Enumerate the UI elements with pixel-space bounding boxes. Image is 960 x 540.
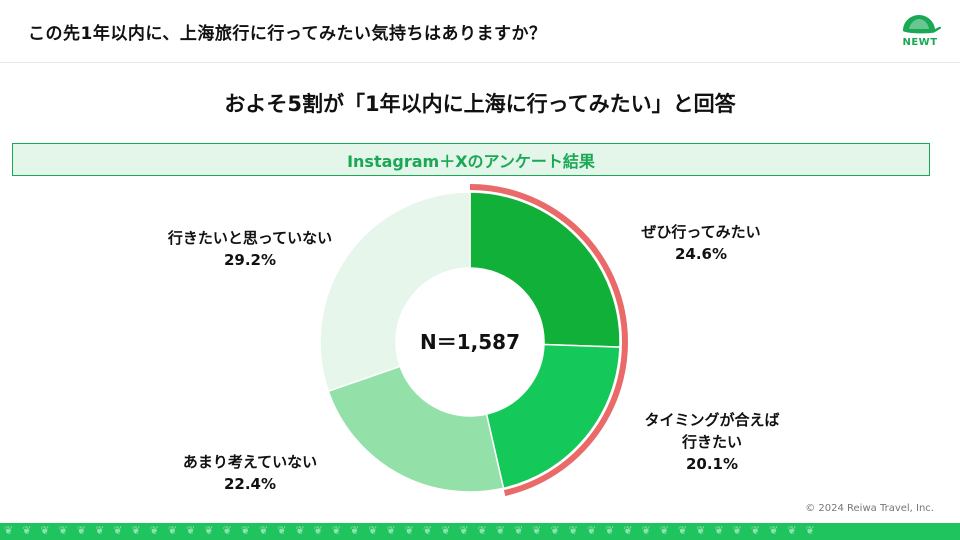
footer-band: ❦❦❦❦❦❦❦❦❦❦❦❦❦❦❦❦❦❦❦❦❦❦❦❦❦❦❦❦❦❦❦❦❦❦❦❦❦❦❦❦… [0,523,960,540]
copyright-notice: © 2024 Reiwa Travel, Inc. [805,503,934,514]
slice-value-text: 24.6% [674,244,728,263]
slice-label-text: タイミングが合えば [644,411,780,429]
slice-label-do-not-want: 行きたいと思っていない 29.2% [150,228,350,272]
slice-value-text: 29.2% [223,250,277,269]
highlight-ring [469,184,628,497]
slice-label-definitely-want: ぜひ行ってみたい 24.6% [606,222,796,266]
footer-leaf-pattern: ❦❦❦❦❦❦❦❦❦❦❦❦❦❦❦❦❦❦❦❦❦❦❦❦❦❦❦❦❦❦❦❦❦❦❦❦❦❦❦❦… [4,524,824,537]
slice-label-text: あまり考えていない [182,453,318,471]
slice-label-text: ぜひ行ってみたい [641,223,761,241]
slice-value-text: 22.4% [223,474,277,493]
slice-label-not-thinking: あまり考えていない 22.4% [150,452,350,496]
slice-label-if-timing-fits: タイミングが合えば 行きたい 20.1% [612,410,812,475]
center-sample-size: N＝1,587 [420,330,520,354]
donut-hole [396,268,544,416]
slice-label-text: 行きたいと思っていない [167,229,333,247]
banner-text: Instagram＋Xのアンケート結果 [347,151,595,171]
turtle-icon [903,15,942,34]
survey-banner: Instagram＋Xのアンケート結果 [12,143,930,176]
question-title: この先1年以内に、上海旅行に行ってみたい気持ちはありますか？ [28,24,547,44]
subtitle: およそ5割が「1年以内に上海に行ってみたい」と回答 [224,92,736,116]
newt-logo: NEWT [897,11,943,51]
donut-slices [319,191,621,493]
header-bar: この先1年以内に、上海旅行に行ってみたい気持ちはありますか？ NEWT [0,0,960,63]
logo-text: NEWT [902,37,938,48]
slice-label-text: 行きたい [681,432,742,451]
highlight-ring-arc [469,184,628,497]
slice-value-text: 20.1% [685,454,739,473]
